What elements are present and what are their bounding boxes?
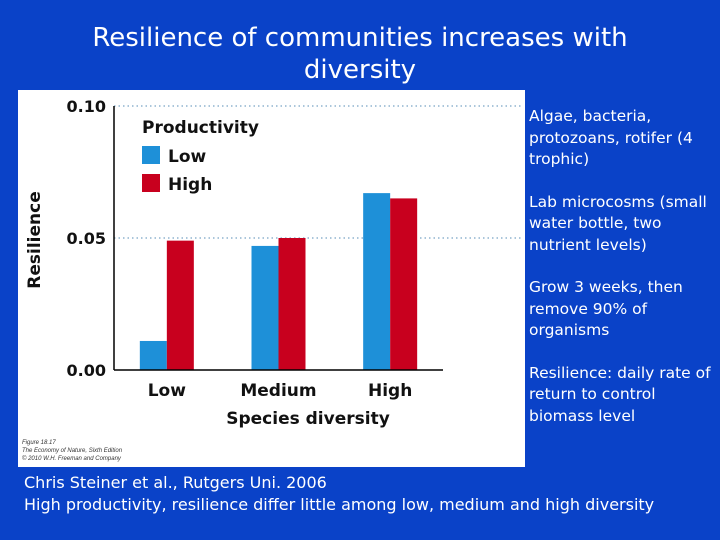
legend: Productivity Low High	[142, 118, 259, 195]
figure-credit-line: © 2010 W.H. Freeman and Company	[22, 455, 122, 462]
footer: Chris Steiner et al., Rutgers Uni. 2006 …	[24, 472, 714, 516]
legend-title: Productivity	[142, 118, 259, 138]
citation: Chris Steiner et al., Rutgers Uni. 2006	[24, 473, 327, 492]
legend-label-high: High	[168, 175, 212, 195]
note-procedure: Grow 3 weeks, then remove 90% of organis…	[529, 278, 683, 339]
bar-low-high	[363, 193, 391, 370]
x-tick-label: Low	[148, 381, 187, 401]
figure-credit-line: Figure 18.17	[22, 440, 56, 446]
side-notes: Algae, bacteria, protozoans, rotifer (4 …	[529, 106, 715, 427]
x-axis-label: Species diversity	[226, 409, 390, 429]
figure-credit: Figure 18.17 The Economy of Nature, Sixt…	[22, 440, 123, 462]
bar-low-low	[139, 340, 167, 370]
y-tick-label: 0.05	[67, 229, 106, 248]
legend-swatch-high	[142, 174, 160, 192]
bar-low-medium	[251, 245, 279, 370]
y-tick-label: 0.00	[67, 361, 106, 380]
bar-high-low	[166, 240, 194, 370]
note-organisms: Algae, bacteria, protozoans, rotifer (4 …	[529, 107, 693, 168]
note-microcosms: Lab microcosms (small water bottle, two …	[529, 192, 707, 254]
figure-credit-line: The Economy of Nature, Sixth Edition	[22, 448, 123, 454]
note-resilience-definition: Resilience: daily rate of return to cont…	[529, 363, 711, 425]
legend-swatch-low	[142, 146, 160, 164]
x-tick-label: Medium	[240, 381, 316, 401]
bar-high-medium	[278, 238, 306, 370]
slide-title: Resilience of communities increases with…	[92, 23, 628, 85]
bar-high-high	[390, 198, 418, 370]
bar-chart: 0.00 0.05 0.10 Low Medium High Resilience Spe…	[22, 97, 523, 462]
legend-label-low: Low	[168, 147, 207, 167]
figure-panel: 0.00 0.05 0.10 Low Medium High Resilience Spe…	[18, 90, 525, 467]
y-tick-label: 0.10	[67, 97, 106, 116]
y-axis-label: Resilience	[25, 191, 45, 288]
x-tick-label: High	[368, 381, 412, 401]
conclusion: High productivity, resilience differ lit…	[24, 495, 655, 514]
